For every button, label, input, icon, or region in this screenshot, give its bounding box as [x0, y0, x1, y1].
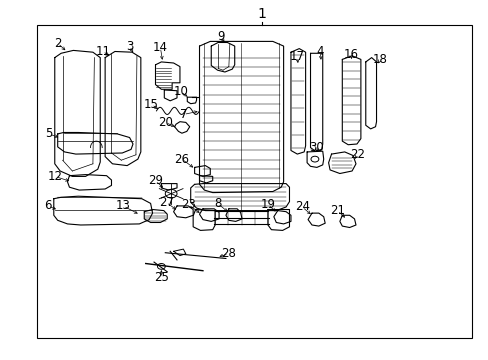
Text: 14: 14: [153, 41, 167, 54]
Text: 17: 17: [289, 50, 304, 63]
Text: 29: 29: [148, 174, 163, 187]
Text: 25: 25: [154, 271, 168, 284]
Text: 6: 6: [44, 199, 52, 212]
Text: 12: 12: [47, 170, 62, 183]
Text: 16: 16: [343, 48, 358, 61]
Text: 15: 15: [144, 98, 159, 111]
Text: 22: 22: [350, 148, 365, 161]
Text: 3: 3: [125, 40, 133, 53]
Text: 2: 2: [54, 37, 61, 50]
Text: 24: 24: [294, 201, 309, 213]
Bar: [37, 25, 471, 338]
Text: 13: 13: [116, 199, 130, 212]
Text: 7: 7: [179, 108, 187, 121]
Text: 23: 23: [181, 198, 195, 211]
Text: 1: 1: [257, 8, 265, 21]
Text: 27: 27: [159, 196, 173, 209]
Text: 4: 4: [316, 45, 324, 58]
Text: 10: 10: [173, 85, 188, 98]
Text: 21: 21: [329, 204, 344, 217]
Text: 8: 8: [213, 197, 221, 210]
Text: 9: 9: [217, 30, 224, 43]
Text: 28: 28: [221, 247, 236, 260]
Text: 26: 26: [174, 153, 189, 166]
Text: 5: 5: [45, 127, 53, 140]
Text: 20: 20: [158, 116, 172, 129]
Text: 18: 18: [372, 53, 387, 66]
Text: 30: 30: [309, 141, 324, 154]
Text: 11: 11: [95, 45, 110, 58]
Text: 19: 19: [260, 198, 275, 211]
